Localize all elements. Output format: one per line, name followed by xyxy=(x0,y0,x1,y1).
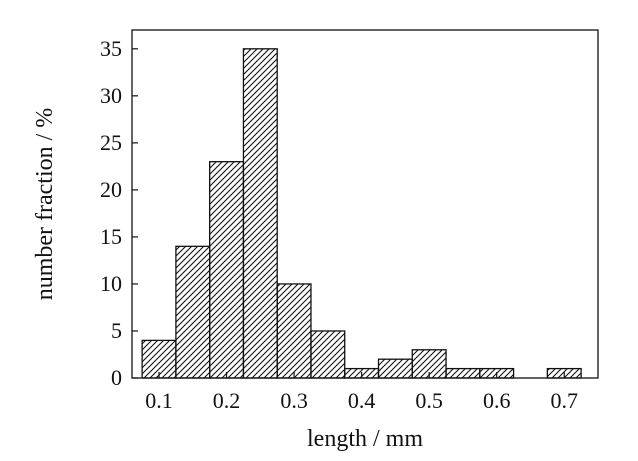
y-tick-label: 0 xyxy=(111,365,122,390)
histogram-bar xyxy=(276,283,312,379)
x-tick-label: 0.6 xyxy=(483,388,511,413)
histogram-bar xyxy=(310,330,346,379)
histogram-bar xyxy=(141,339,177,379)
histogram-bar xyxy=(445,367,481,379)
y-tick-label: 20 xyxy=(100,177,122,202)
histogram-bar xyxy=(175,245,211,379)
plot-frame xyxy=(131,29,599,379)
histogram-bar xyxy=(377,358,413,379)
y-tick-label: 5 xyxy=(111,318,122,343)
y-axis-label: number fraction / % xyxy=(32,108,58,301)
x-tick-label: 0.2 xyxy=(213,388,241,413)
x-tick-label: 0.7 xyxy=(550,388,578,413)
x-tick-label: 0.4 xyxy=(348,388,376,413)
y-tick-label: 30 xyxy=(100,83,122,108)
histogram-bar xyxy=(209,161,245,379)
y-tick-label: 35 xyxy=(100,36,122,61)
x-axis-ticks: 0.1 0.2 0.3 0.4 0.5 0.6 0.7 xyxy=(145,372,578,413)
y-tick-label: 10 xyxy=(100,271,122,296)
histogram-bar xyxy=(242,48,278,379)
y-axis-ticks: 0 5 10 15 20 25 30 35 xyxy=(100,36,138,390)
y-tick-label: 15 xyxy=(100,224,122,249)
x-tick-label: 0.3 xyxy=(280,388,308,413)
y-tick-label: 25 xyxy=(100,130,122,155)
x-tick-label: 0.5 xyxy=(415,388,443,413)
bars-group xyxy=(141,48,582,379)
x-axis-label: length / mm xyxy=(307,426,423,452)
x-tick-label: 0.1 xyxy=(145,388,173,413)
